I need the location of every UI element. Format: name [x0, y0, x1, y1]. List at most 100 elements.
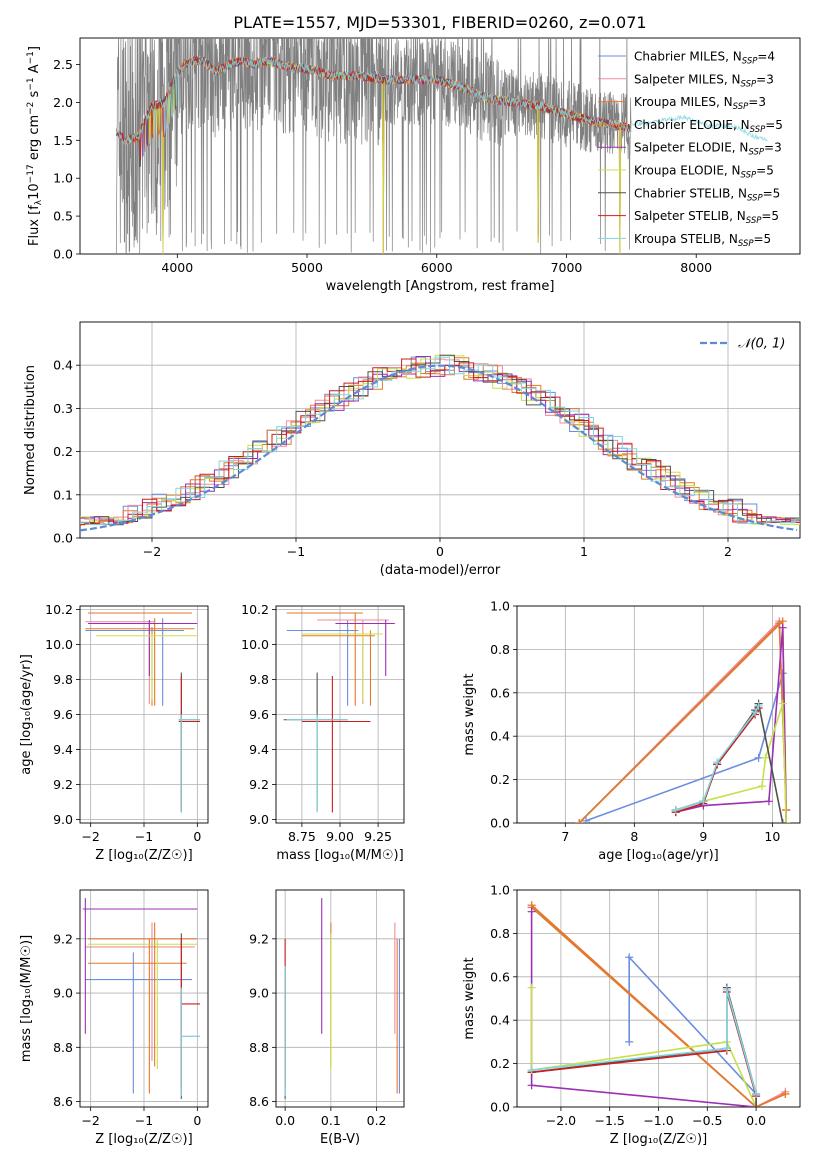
- marker-point: [775, 619, 784, 628]
- legend-label-tail: =5: [761, 209, 779, 223]
- legend-residuals: 𝒩(0, 1): [700, 337, 785, 352]
- marker-point: [722, 985, 731, 994]
- legend-label-tail: =4: [757, 50, 775, 64]
- x-axis-label: Z [log₁₀(Z/Z☉)]: [95, 848, 192, 863]
- y-tick-label: 2.0: [53, 95, 73, 110]
- axes-mass_vs_Z: −2 −1 0 8.6 8.8 9.0 9.2 Z [log₁₀(Z/Z☉)] mass [lo…: [19, 889, 209, 1147]
- legend-label: Kroupa STELIB, NSSP=5: [634, 232, 771, 249]
- x-axis-label: wavelength [Angstrom, rest frame]: [326, 279, 555, 294]
- plot-area-residuals: [80, 354, 800, 532]
- y-tick-label: 1.5: [53, 133, 73, 148]
- legend-label: Chabrier STELIB, NSSP=5: [634, 186, 780, 203]
- marker-point: [699, 797, 708, 806]
- y-tick-label: 8.8: [249, 1040, 269, 1055]
- marker-point: [758, 782, 767, 791]
- y-axis-label: mass weight: [462, 673, 477, 755]
- legend-label-sub: SSP: [742, 57, 758, 67]
- y-axis-label-part: Flux [f: [27, 205, 42, 246]
- y-tick-label: 10.0: [241, 637, 269, 652]
- legend-label-sub: SSP: [748, 148, 764, 158]
- y-tick-label: 1.0: [490, 599, 510, 614]
- legend-label-sub: SSP: [733, 102, 749, 112]
- y-tick-label: 9.4: [53, 742, 73, 757]
- plot-area-age_vs_mass: [283, 612, 395, 813]
- y-tick-label: 9.2: [53, 777, 73, 792]
- legend-label-text: Kroupa MILES, N: [634, 95, 733, 109]
- y-tick-label: 10.2: [45, 602, 73, 617]
- y-tick-label: 2.5: [53, 57, 73, 72]
- x-tick-label: −2: [81, 829, 99, 844]
- y-tick-label: 8.6: [53, 1094, 73, 1109]
- legend-label-sub: SSP: [750, 125, 766, 135]
- y-axis-label-part: −1: [26, 77, 36, 90]
- x-tick-label: 10: [764, 829, 780, 844]
- y-axis-label-part: A: [27, 64, 42, 77]
- legend-label-tail: =3: [756, 72, 774, 86]
- legend-label-tail: =3: [764, 141, 782, 155]
- y-tick-label: 9.0: [249, 812, 269, 827]
- y-axis-label-part: −17: [26, 164, 36, 183]
- x-tick-label: −1: [135, 1113, 153, 1128]
- y-tick-label: 0.2: [490, 772, 510, 787]
- x-tick-label: 2: [724, 544, 732, 559]
- axes-frame: [79, 605, 209, 824]
- marker-point: [722, 1044, 731, 1053]
- x-axis-label: (data-model)/error: [380, 563, 501, 578]
- y-tick-label: 0.3: [53, 401, 73, 416]
- y-axis-label-part: ]: [27, 46, 42, 51]
- marker-point: [778, 699, 787, 708]
- x-tick-label: 0.0: [746, 1113, 766, 1128]
- legend-label: 𝒩(0, 1): [738, 337, 785, 352]
- legend-label-tail: =5: [756, 164, 774, 178]
- y-tick-label: 9.0: [53, 986, 73, 1001]
- legend-label: Salpeter ELODIE, NSSP=3: [634, 141, 782, 158]
- y-tick-label: 9.0: [249, 986, 269, 1001]
- legend-label: Salpeter STELIB, NSSP=5: [634, 209, 779, 226]
- x-tick-label: −1: [287, 544, 305, 559]
- axes-frame: [275, 889, 405, 1108]
- data-spectrum: [115, 38, 632, 254]
- y-tick-label: 0.8: [490, 926, 510, 941]
- y-tick-label: 0.1: [53, 487, 73, 502]
- axes-frame: [516, 889, 801, 1108]
- y-tick-label: 0.2: [53, 444, 73, 459]
- legend-label-text: Salpeter STELIB, N: [634, 209, 746, 223]
- legend-label-text: Chabrier ELODIE, N: [634, 118, 750, 132]
- normal-curve: [80, 364, 798, 532]
- marker-point: [778, 819, 787, 823]
- legend-label: Kroupa ELODIE, NSSP=5: [634, 164, 774, 181]
- legend-label: Chabrier ELODIE, NSSP=5: [634, 118, 783, 135]
- y-axis-label: mass weight: [462, 957, 477, 1039]
- axes-frame: [79, 889, 209, 1108]
- axes-frame: [79, 321, 801, 539]
- y-tick-label: 9.2: [249, 931, 269, 946]
- marker-point: [527, 983, 536, 992]
- axes-frame: [79, 37, 801, 255]
- y-tick-label: 0.4: [490, 1013, 510, 1028]
- plot-area-mass_weight_vs_Z: [527, 901, 790, 1107]
- x-tick-label: 9.00: [326, 829, 354, 844]
- x-tick-label: 7000: [551, 260, 583, 275]
- series-chabrier-elodie: [578, 621, 787, 823]
- marker-point: [713, 758, 722, 767]
- y-tick-label: 9.8: [53, 672, 73, 687]
- y-tick-label: 10.2: [241, 602, 269, 617]
- y-tick-label: 8.6: [249, 1094, 269, 1109]
- y-tick-label: 9.4: [249, 742, 269, 757]
- plot-area-mass_vs_Z: [82, 898, 200, 1099]
- marker-point: [761, 753, 770, 762]
- y-axis-label-part: erg cm: [27, 115, 42, 164]
- y-tick-label: 9.8: [249, 672, 269, 687]
- legend-label-tail: =5: [754, 232, 772, 246]
- y-tick-label: 10.0: [45, 637, 73, 652]
- y-axis-label-part: −2: [26, 102, 36, 115]
- axes-residuals: −2 −1 0 1 2 0.0 0.1 0.2 0.3 0.4 (data-model)/error…: [23, 321, 801, 578]
- y-tick-label: 9.2: [53, 931, 73, 946]
- marker-point: [751, 708, 760, 717]
- y-tick-label: 0.0: [53, 531, 73, 546]
- y-tick-label: 0.0: [490, 1100, 510, 1115]
- x-tick-label: 0: [436, 544, 444, 559]
- y-axis-label-part: 10: [27, 183, 42, 200]
- x-tick-label: −1.5: [595, 1113, 625, 1128]
